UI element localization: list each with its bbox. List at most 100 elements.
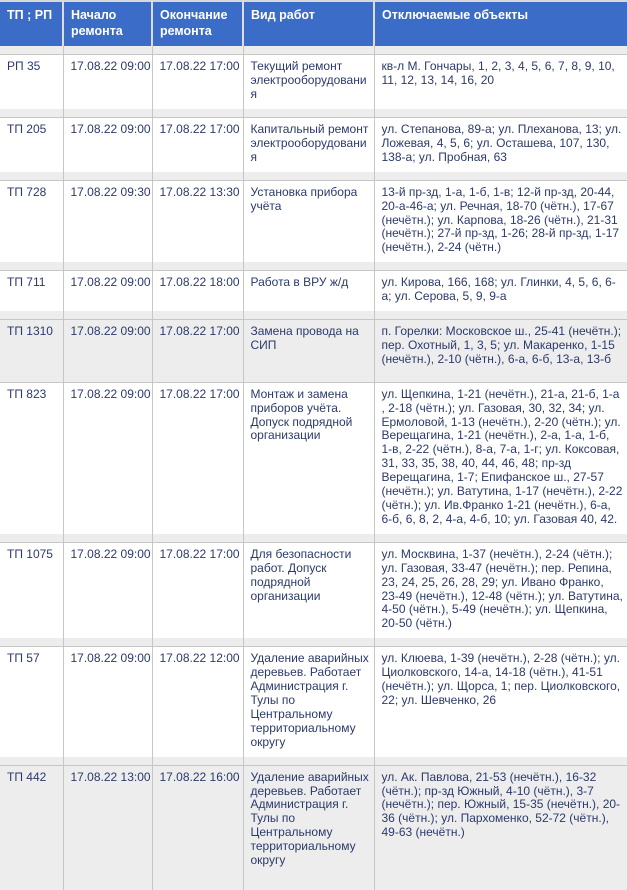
cell-start-time: 17.08.22 09:00 bbox=[62, 646, 152, 757]
table-row: ТП 205 17.08.22 09:00 17.08.22 17:00 Капита… bbox=[0, 117, 627, 172]
spacer-cell bbox=[151, 533, 243, 543]
spacer-cell bbox=[151, 373, 243, 383]
row-spacer bbox=[0, 533, 627, 543]
cell-work-type: Капитальный ремонт электрооборудования bbox=[242, 117, 374, 172]
spacer-cell bbox=[62, 638, 152, 648]
cell-start-time: 17.08.22 09:00 bbox=[62, 270, 152, 312]
cell-work-type: Для безопасности работ. Допуск подрядной… bbox=[242, 542, 374, 639]
spacer-cell bbox=[0, 311, 63, 321]
cell-substation: ТП 711 bbox=[7, 275, 46, 290]
spacer-cell bbox=[151, 108, 243, 118]
cell-substation: ТП 57 bbox=[7, 651, 40, 666]
spacer-cell bbox=[151, 262, 243, 272]
table-row: ТП 711 17.08.22 09:00 17.08.22 18:00 Работа… bbox=[0, 270, 627, 312]
cell-substation: ТП 205 bbox=[7, 121, 47, 136]
spacer-cell bbox=[62, 171, 152, 181]
spacer-cell bbox=[151, 311, 243, 321]
cell-objects: 13-й пр-зд, 1-а, 1-б, 1-в; 12-й пр-зд, 2… bbox=[373, 180, 627, 263]
cell-start-time: 17.08.22 09:00 bbox=[62, 319, 152, 374]
spacer-cell bbox=[0, 108, 63, 118]
cell-work-type: Монтаж и замена приборов учёта. Допуск п… bbox=[242, 382, 374, 534]
outage-table-body: РП 35 17.08.22 09:00 17.08.22 17:00 Текущий… bbox=[0, 54, 627, 890]
spacer-cell bbox=[242, 46, 374, 56]
spacer-cell bbox=[242, 756, 374, 766]
table-row: ТП 823 17.08.22 09:00 17.08.22 17:00 Монтаж… bbox=[0, 382, 627, 534]
spacer-cell bbox=[242, 108, 374, 118]
header-cell-objects: Отключаемые объекты bbox=[373, 1, 627, 47]
cell-objects: ул. Щепкина, 1-21 (нечётн.), 21-а, 21-б,… bbox=[373, 382, 627, 534]
spacer-cell bbox=[151, 756, 243, 766]
cell-substation: РП 35 bbox=[7, 59, 41, 74]
header-cell-repair-start: Начало ремонта bbox=[62, 1, 152, 47]
row-spacer bbox=[0, 373, 627, 383]
table-row: ТП 57 17.08.22 09:00 17.08.22 12:00 Удалени… bbox=[0, 646, 627, 757]
spacer-cell bbox=[62, 373, 152, 383]
row-spacer bbox=[0, 46, 627, 56]
spacer-cell bbox=[62, 756, 152, 766]
cell-work-type: Текущий ремонт электрооборудования bbox=[242, 54, 374, 109]
cell-work-type: Работа в ВРУ ж/д bbox=[242, 270, 374, 312]
header-cell-substation: ТП ; РП bbox=[0, 1, 63, 47]
table-row: РП 35 17.08.22 09:00 17.08.22 17:00 Текущий… bbox=[0, 54, 627, 109]
row-spacer bbox=[0, 638, 627, 648]
spacer-cell bbox=[373, 533, 627, 543]
spacer-cell bbox=[0, 638, 63, 648]
spacer-cell bbox=[373, 46, 627, 56]
spacer-cell bbox=[373, 638, 627, 648]
table-row: ТП 728 17.08.22 09:30 17.08.22 13:30 Устано… bbox=[0, 180, 627, 263]
cell-end-time: 17.08.22 16:00 bbox=[151, 765, 243, 890]
cell-objects: ул. Степанова, 89-а; ул. Плеханова, 13; … bbox=[373, 117, 627, 172]
spacer-cell bbox=[242, 171, 374, 181]
spacer-cell bbox=[62, 46, 152, 56]
cell-start-time: 17.08.22 09:30 bbox=[62, 180, 152, 263]
table-header-row: ТП ; РП Начало ремонта Окончание ремонта… bbox=[0, 1, 627, 47]
header-cell-repair-end: Окончание ремонта bbox=[151, 1, 243, 47]
cell-start-time: 17.08.22 09:00 bbox=[62, 542, 152, 639]
table-row: ТП 1075 17.08.22 09:00 17.08.22 17:00 Для б… bbox=[0, 542, 627, 639]
row-spacer bbox=[0, 108, 627, 118]
cell-substation: ТП 728 bbox=[7, 184, 47, 199]
cell-work-type: Удаление аварийных деревьев. Работает Ад… bbox=[242, 765, 374, 890]
cell-end-time: 17.08.22 17:00 bbox=[151, 382, 243, 534]
spacer-cell bbox=[373, 311, 627, 321]
cell-end-time: 17.08.22 18:00 bbox=[151, 270, 243, 312]
cell-work-type: Удаление аварийных деревьев. Работает Ад… bbox=[242, 646, 374, 757]
cell-objects: ул. Клюева, 1-39 (нечётн.), 2-28 (чётн.)… bbox=[373, 646, 627, 757]
spacer-cell bbox=[0, 171, 63, 181]
cell-work-type: Замена провода на СИП bbox=[242, 319, 374, 374]
spacer-cell bbox=[62, 311, 152, 321]
cell-start-time: 17.08.22 09:00 bbox=[62, 117, 152, 172]
spacer-cell bbox=[151, 638, 243, 648]
cell-start-time: 17.08.22 09:00 bbox=[62, 382, 152, 534]
cell-end-time: 17.08.22 17:00 bbox=[151, 54, 243, 109]
spacer-cell bbox=[373, 373, 627, 383]
cell-objects: кв-л М. Гончары, 1, 2, 3, 4, 5, 6, 7, 8,… bbox=[373, 54, 627, 109]
spacer-cell bbox=[373, 171, 627, 181]
spacer-cell bbox=[0, 46, 63, 56]
row-spacer bbox=[0, 171, 627, 181]
spacer-cell bbox=[373, 262, 627, 272]
spacer-cell bbox=[62, 533, 152, 543]
spacer-cell bbox=[242, 311, 374, 321]
spacer-cell bbox=[0, 533, 63, 543]
spacer-cell bbox=[242, 262, 374, 272]
cell-objects: ул. Москвина, 1-37 (нечётн.), 2-24 (чётн… bbox=[373, 542, 627, 639]
spacer-cell bbox=[62, 262, 152, 272]
cell-objects: ул. Ак. Павлова, 21-53 (нечётн.), 16-32 … bbox=[373, 765, 627, 890]
spacer-cell bbox=[0, 373, 63, 383]
spacer-cell bbox=[242, 533, 374, 543]
cell-end-time: 17.08.22 12:00 bbox=[151, 646, 243, 757]
cell-start-time: 17.08.22 09:00 bbox=[62, 54, 152, 109]
spacer-cell bbox=[0, 262, 63, 272]
row-spacer bbox=[0, 311, 627, 321]
spacer-cell bbox=[151, 171, 243, 181]
spacer-cell bbox=[373, 756, 627, 766]
cell-substation: ТП 1075 bbox=[7, 546, 53, 561]
table-row: ТП 1310 17.08.22 09:00 17.08.22 17:00 Замен… bbox=[0, 319, 627, 374]
spacer-cell bbox=[62, 108, 152, 118]
table-row: ТП 442 17.08.22 13:00 17.08.22 16:00 Удален… bbox=[0, 765, 627, 890]
cell-work-type: Установка прибора учёта bbox=[242, 180, 374, 263]
cell-end-time: 17.08.22 17:00 bbox=[151, 117, 243, 172]
spacer-cell bbox=[0, 756, 63, 766]
